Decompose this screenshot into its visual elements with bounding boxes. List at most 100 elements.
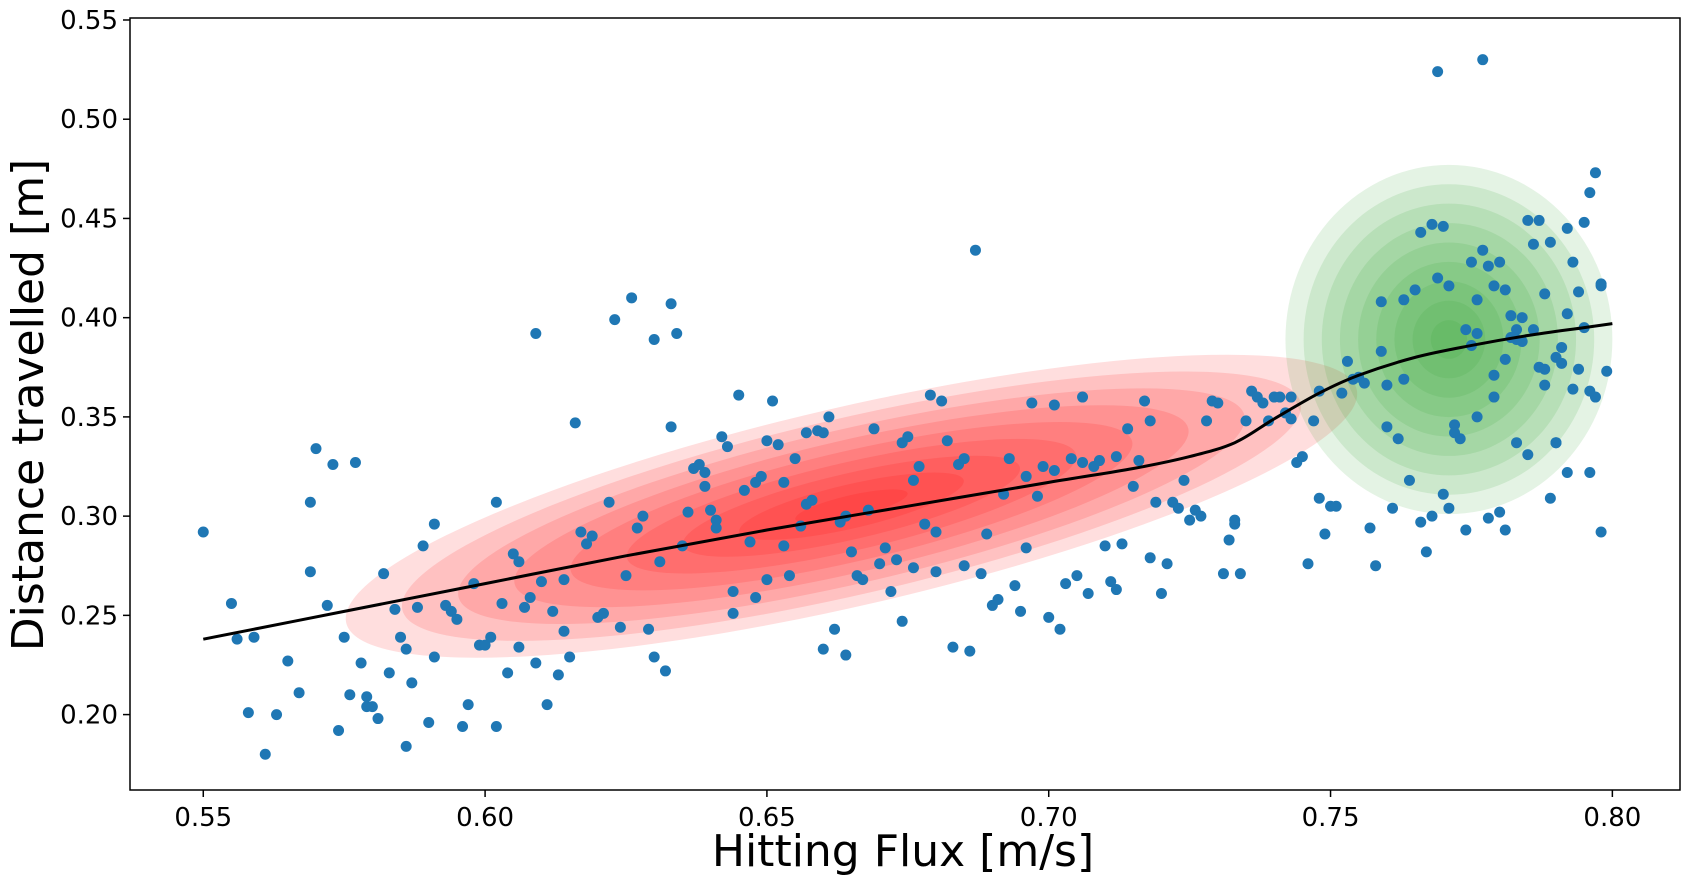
data-point [1229, 518, 1241, 530]
data-point [1511, 324, 1523, 336]
data-point [1358, 377, 1370, 389]
data-point [896, 615, 908, 627]
x-tick-label: 0.80 [1583, 803, 1641, 833]
x-tick-label: 0.65 [738, 803, 796, 833]
data-point [242, 707, 254, 719]
data-point [1077, 457, 1089, 469]
data-point [1437, 488, 1449, 500]
data-point [372, 713, 384, 725]
data-point [1110, 584, 1122, 596]
data-point [761, 435, 773, 447]
data-point [609, 314, 621, 326]
data-point [1015, 605, 1027, 617]
data-point [1561, 222, 1573, 234]
data-point [789, 453, 801, 465]
data-point [738, 484, 750, 496]
data-point [1212, 397, 1224, 409]
data-point [1234, 568, 1246, 580]
data-point [648, 334, 660, 346]
data-point [868, 423, 880, 435]
data-point [1488, 391, 1500, 403]
data-point [1505, 310, 1517, 322]
data-point [772, 439, 784, 451]
data-point [1556, 357, 1568, 369]
data-point [1471, 294, 1483, 306]
data-point [1578, 216, 1590, 228]
cluster-0 [345, 354, 1358, 658]
data-point [1556, 341, 1568, 353]
data-point [1573, 286, 1585, 298]
y-tick-label: 0.50 [60, 105, 118, 135]
cluster-contour [458, 388, 1245, 625]
data-point [1584, 187, 1596, 199]
cluster-contour [1394, 281, 1504, 398]
data-point [947, 641, 959, 653]
data-point [1077, 391, 1089, 403]
data-point [1471, 411, 1483, 423]
data-point [930, 526, 942, 538]
data-point [1420, 546, 1432, 558]
data-point [716, 431, 728, 443]
data-point [823, 411, 835, 423]
data-point [1522, 214, 1534, 226]
data-point [1522, 449, 1534, 461]
data-point [902, 431, 914, 443]
data-point [1432, 66, 1444, 78]
data-point [462, 699, 474, 711]
data-point [1443, 280, 1455, 292]
data-point [530, 328, 542, 340]
data-point [1172, 502, 1184, 514]
data-point [885, 586, 897, 598]
data-point [620, 570, 632, 582]
y-axis-label: Distance travelled [m] [3, 159, 54, 651]
data-point [1099, 540, 1111, 552]
data-point [1065, 453, 1077, 465]
data-point [1488, 280, 1500, 292]
data-point [1482, 260, 1494, 272]
data-point [817, 427, 829, 439]
data-point [581, 538, 593, 550]
cluster-contour [1376, 261, 1522, 418]
data-point [400, 643, 412, 655]
data-point [1133, 455, 1145, 467]
data-point [817, 643, 829, 655]
data-point [248, 631, 260, 643]
data-point [197, 526, 209, 538]
data-point [1336, 387, 1348, 399]
data-point [783, 570, 795, 582]
data-point [665, 298, 677, 310]
data-point [1561, 308, 1573, 320]
data-point [1144, 552, 1156, 564]
y-tick-label: 0.45 [60, 204, 118, 234]
data-point [1561, 466, 1573, 478]
data-point [1003, 453, 1015, 465]
cluster-contour [626, 438, 1077, 574]
data-point [378, 568, 390, 580]
data-point [271, 709, 283, 721]
data-point [721, 441, 733, 453]
data-point [1499, 284, 1511, 296]
data-point [936, 395, 948, 407]
data-point [1499, 353, 1511, 365]
x-axis: 0.55 0.60 0.65 0.70 0.75 0.80 [174, 790, 1641, 833]
cluster-contour [1412, 300, 1486, 379]
data-point [552, 669, 564, 681]
data-point [1567, 256, 1579, 268]
data-point [682, 506, 694, 518]
data-point [1105, 576, 1117, 588]
data-point [631, 522, 643, 534]
data-point [744, 536, 756, 548]
data-point [535, 576, 547, 588]
data-point [1370, 560, 1382, 572]
data-point [1296, 451, 1308, 463]
data-point [907, 474, 919, 486]
data-point [1595, 526, 1607, 538]
data-point [1195, 510, 1207, 522]
data-point [750, 591, 762, 603]
data-point [800, 427, 812, 439]
data-point [913, 461, 925, 473]
data-point [259, 748, 271, 760]
y-axis: 0.20 0.25 0.30 0.35 0.40 0.45 0.50 0.55 [60, 6, 130, 731]
data-point [519, 601, 531, 613]
